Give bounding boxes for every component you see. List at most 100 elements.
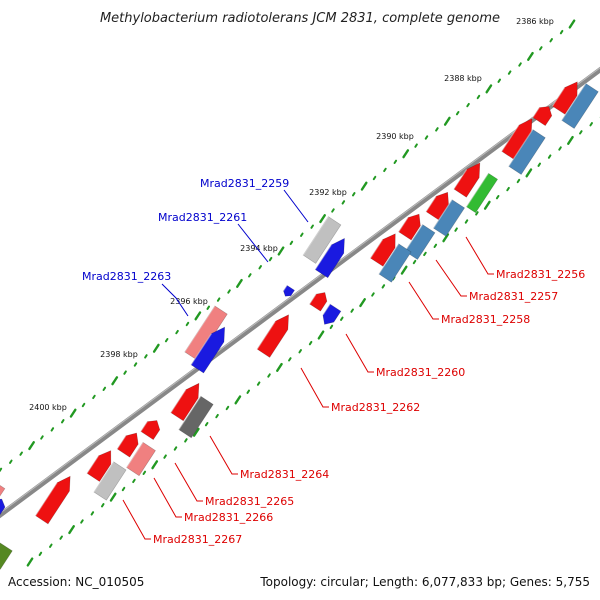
tick-dot bbox=[100, 503, 105, 508]
gene-label-Mrad2831_2260[interactable]: Mrad2831_2260 bbox=[376, 366, 465, 379]
tick-dot bbox=[319, 214, 326, 224]
gene-2265 bbox=[140, 420, 161, 441]
tick-dot bbox=[69, 408, 77, 418]
tick-dot bbox=[537, 162, 542, 167]
tick-dot bbox=[350, 308, 354, 313]
tick-dot bbox=[393, 159, 398, 164]
tick-dot bbox=[288, 357, 292, 362]
tick-dot bbox=[173, 446, 178, 451]
tick-dot bbox=[38, 551, 43, 557]
tick-dot bbox=[246, 389, 251, 394]
gene-label-Mrad2831_2263[interactable]: Mrad2831_2263 bbox=[82, 270, 171, 283]
tick-dot bbox=[475, 211, 479, 216]
tick-label-7: 2400 kbp bbox=[29, 403, 67, 412]
tick-dot bbox=[424, 135, 429, 140]
tick-dot bbox=[227, 289, 231, 294]
gene-2259 bbox=[314, 237, 345, 279]
tick-dot bbox=[256, 381, 261, 386]
tick-dot bbox=[559, 29, 564, 35]
leader-line-Mrad2831_2256 bbox=[465, 236, 494, 275]
tick-dot bbox=[164, 338, 169, 343]
tick-dot bbox=[516, 178, 521, 184]
tick-dot bbox=[402, 149, 410, 159]
tick-dot bbox=[121, 486, 126, 492]
tick-dot bbox=[102, 386, 107, 391]
tick-dot bbox=[194, 311, 202, 321]
tick-dot bbox=[300, 232, 304, 237]
gene-2267 bbox=[86, 450, 112, 482]
tick-dot bbox=[372, 175, 377, 181]
tick-dot bbox=[276, 362, 283, 372]
tick-dot bbox=[184, 438, 188, 443]
gene-label-Mrad2831_2256[interactable]: Mrad2831_2256 bbox=[496, 268, 585, 281]
tick-label-4: 2394 kbp bbox=[240, 244, 278, 253]
tick-dot bbox=[506, 186, 510, 192]
gene-green bbox=[465, 172, 499, 214]
tick-dot bbox=[539, 46, 543, 51]
tick-dot bbox=[144, 354, 148, 359]
tick-dot bbox=[547, 154, 552, 159]
tick-dot bbox=[268, 256, 273, 262]
tick-dot bbox=[455, 111, 460, 116]
tick-dot bbox=[151, 460, 159, 470]
tick-label-0: 2386 kbp bbox=[516, 17, 554, 26]
tick-dot bbox=[558, 146, 562, 151]
tick-dot bbox=[49, 543, 53, 548]
gene-label-Mrad2831_2262[interactable]: Mrad2831_2262 bbox=[331, 401, 420, 414]
tick-dot bbox=[109, 492, 117, 502]
tick-dot bbox=[518, 62, 522, 67]
tick-dot bbox=[258, 265, 262, 270]
gene-2268 bbox=[34, 475, 71, 525]
tick-dot bbox=[507, 70, 512, 75]
tick-dot bbox=[50, 427, 55, 432]
gene-label-Mrad2831_2258[interactable]: Mrad2831_2258 bbox=[441, 313, 530, 326]
tick-dot bbox=[68, 525, 75, 535]
tick-dot bbox=[464, 219, 469, 224]
gene-label-Mrad2831_2259[interactable]: Mrad2831_2259 bbox=[200, 177, 289, 190]
tick-dot bbox=[26, 557, 34, 567]
leader-line-Mrad2831_2265 bbox=[174, 462, 203, 502]
tick-dot bbox=[215, 413, 219, 419]
gene-label-Mrad2831_2264[interactable]: Mrad2831_2264 bbox=[240, 468, 329, 481]
tick-dot bbox=[442, 233, 450, 243]
tick-dot bbox=[9, 459, 13, 464]
gene-2254 bbox=[532, 106, 553, 127]
tick-dot bbox=[525, 168, 533, 178]
tick-dot bbox=[435, 127, 439, 132]
gene-2267-grey bbox=[93, 461, 127, 501]
tick-dot bbox=[28, 441, 35, 451]
tick-dot bbox=[248, 273, 252, 278]
tick-dot bbox=[132, 478, 136, 484]
gene-label-Mrad2831_2266[interactable]: Mrad2831_2266 bbox=[184, 511, 273, 524]
gene-2265-pink bbox=[126, 441, 156, 477]
gene-label-Mrad2831_2257[interactable]: Mrad2831_2257 bbox=[469, 290, 558, 303]
leader-line-Mrad2831_2267 bbox=[122, 499, 151, 540]
tick-dot bbox=[443, 116, 451, 126]
tick-dot bbox=[317, 330, 325, 340]
leader-line-Mrad2831_2266 bbox=[153, 477, 182, 518]
leader-line-Mrad2831_2262 bbox=[300, 367, 329, 408]
gene-2257 bbox=[398, 213, 421, 241]
gene-sb-1 bbox=[561, 83, 599, 129]
tick-dot bbox=[433, 243, 438, 248]
kbp-tick-labels: 2386 kbp 2388 kbp 2390 kbp 2392 kbp 2394 kbp… bbox=[29, 17, 554, 412]
gene-sb-2 bbox=[508, 129, 546, 175]
tick-dot bbox=[340, 316, 344, 321]
tick-dot bbox=[454, 227, 458, 232]
gene-2264 bbox=[170, 382, 200, 422]
tick-dot bbox=[59, 535, 63, 540]
tick-dot bbox=[60, 419, 65, 424]
tick-dot bbox=[360, 181, 368, 191]
tick-dot bbox=[485, 84, 493, 94]
gene-label-Mrad2831_2261[interactable]: Mrad2831_2261 bbox=[158, 211, 247, 224]
tick-dot bbox=[466, 102, 470, 108]
gene-sb-5 bbox=[378, 243, 412, 283]
tick-dot bbox=[497, 78, 502, 83]
leader-line-Mrad2831_2258 bbox=[408, 281, 439, 320]
tick-dot bbox=[111, 376, 119, 386]
tick-label-5: 2396 kbp bbox=[170, 297, 208, 306]
gene-label-Mrad2831_2267[interactable]: Mrad2831_2267 bbox=[153, 533, 242, 546]
gene-label-Mrad2831_2265[interactable]: Mrad2831_2265 bbox=[205, 495, 294, 508]
tick-dot bbox=[90, 511, 95, 516]
